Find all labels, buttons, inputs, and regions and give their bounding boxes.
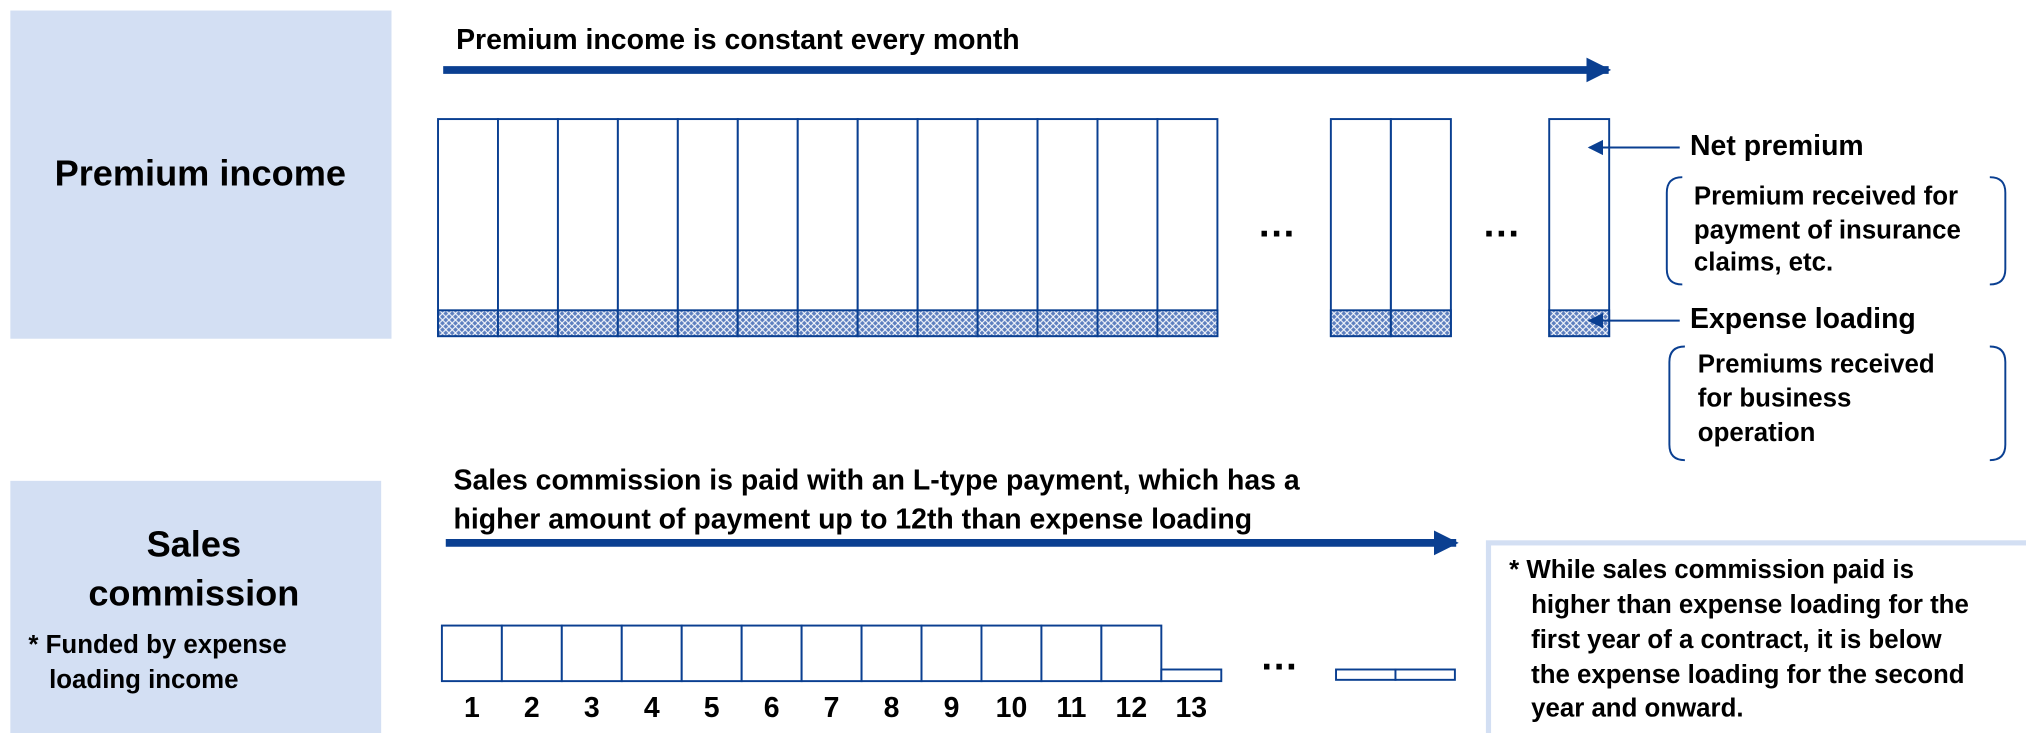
note: for business [1698, 384, 1852, 412]
arrow-text: Sales commission is paid with an L-type … [454, 465, 1300, 497]
loading [1036, 309, 1099, 338]
label: Sales [147, 523, 241, 564]
loading [1548, 309, 1611, 338]
commission-bars: 1 2 3 4 5 6 7 8 9 10 11 12 13 [440, 624, 1223, 724]
loading [1096, 309, 1159, 338]
bar [916, 118, 979, 338]
panel [10, 10, 392, 339]
loading [916, 309, 979, 338]
bar [1156, 118, 1219, 338]
bar [1096, 118, 1159, 338]
bracket [1665, 176, 2007, 286]
note: loading income [49, 666, 238, 694]
box [920, 624, 983, 683]
bar [616, 118, 679, 338]
loading [676, 309, 739, 338]
box [620, 624, 683, 683]
box [980, 624, 1043, 683]
ellipsis: … [1260, 635, 1299, 678]
box [560, 624, 623, 683]
loading [1389, 309, 1452, 338]
month-label: 11 [1056, 692, 1086, 724]
bar [1329, 118, 1392, 338]
bar [736, 118, 799, 338]
month-label: 1 [464, 692, 480, 724]
month-label: 4 [644, 692, 660, 724]
arrow-text: Premium income is constant every month [456, 24, 1020, 56]
box [440, 624, 503, 683]
month-label: 12 [1116, 692, 1148, 724]
side-note: year and onward. [1531, 694, 1743, 722]
ellipsis: … [1257, 203, 1296, 246]
box [1335, 668, 1397, 681]
bar [1548, 118, 1611, 338]
net-premium: Net premium [1690, 130, 1864, 162]
note: * Funded by expense [28, 631, 286, 659]
box [1394, 668, 1456, 681]
box [800, 624, 863, 683]
note: Premiums received [1698, 351, 1935, 379]
loading [796, 309, 859, 338]
note-box [1485, 540, 2026, 733]
box [740, 624, 803, 683]
ellipsis: … [1482, 203, 1521, 246]
panel [10, 480, 382, 733]
side-note: first year of a contract, it is below [1531, 626, 1942, 654]
bar [796, 118, 859, 338]
bar [856, 118, 919, 338]
loading [556, 309, 619, 338]
month-label: 5 [704, 692, 720, 724]
box [500, 624, 563, 683]
loading [497, 309, 559, 338]
loading [976, 309, 1039, 338]
box [1040, 624, 1103, 683]
bar [497, 118, 559, 338]
bar [1036, 118, 1099, 338]
bar [976, 118, 1039, 338]
box [1160, 668, 1223, 683]
note: claims, etc. [1694, 249, 1833, 277]
bar [437, 118, 499, 338]
loading [1156, 309, 1219, 338]
month-label: 2 [524, 692, 540, 724]
loading [856, 309, 919, 338]
note: payment of insurance [1694, 216, 1961, 244]
month-label: 13 [1176, 692, 1208, 724]
label: Premium income [55, 152, 346, 193]
month-label: 6 [764, 692, 780, 724]
side-note: * While sales commission paid is [1509, 556, 1914, 584]
side-note: the expense loading for the second [1531, 661, 1964, 689]
bar [1389, 118, 1452, 338]
arrow-text: higher amount of payment up to 12th than… [454, 503, 1253, 535]
month-label: 10 [996, 692, 1028, 724]
side-note: higher than expense loading for the [1531, 591, 1969, 619]
month-label: 8 [884, 692, 900, 724]
month-label: 9 [944, 692, 960, 724]
loading [616, 309, 679, 338]
loading [437, 309, 499, 338]
note: Premium received for [1694, 183, 1958, 211]
bracket [1668, 345, 2007, 462]
month-label: 7 [824, 692, 840, 724]
box [1100, 624, 1163, 683]
box [680, 624, 743, 683]
bars [437, 118, 1611, 338]
bar [556, 118, 619, 338]
loading [736, 309, 799, 338]
box [860, 624, 923, 683]
label: commission [88, 572, 299, 613]
note: operation [1698, 419, 1816, 447]
expense-loading: Expense loading [1690, 303, 1916, 335]
loading [1329, 309, 1392, 338]
bar [676, 118, 739, 338]
month-label: 3 [584, 692, 600, 724]
